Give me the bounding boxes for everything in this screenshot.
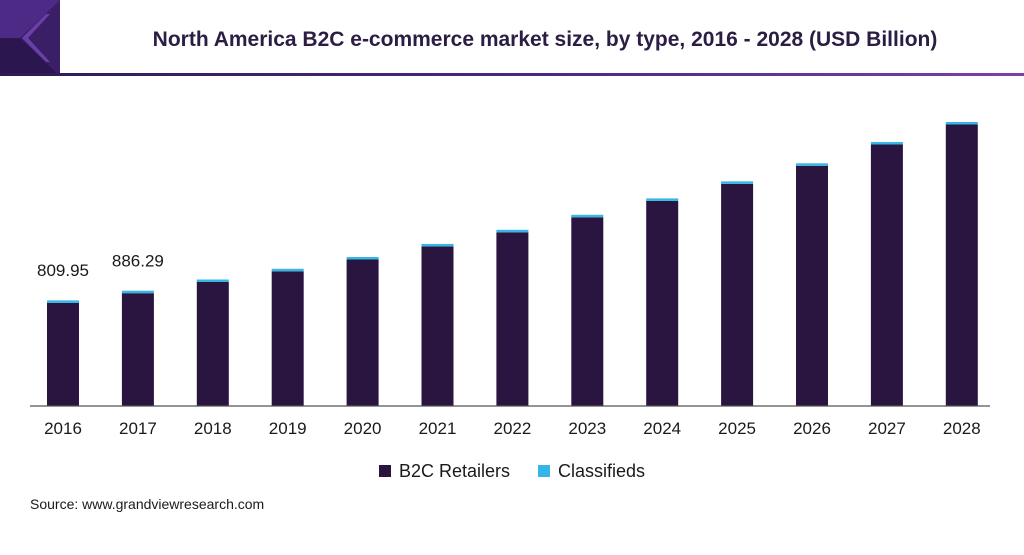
x-tick-label-2016: 2016 (44, 419, 82, 438)
x-tick-label-2021: 2021 (419, 419, 457, 438)
x-tick-label-2020: 2020 (344, 419, 382, 438)
legend-item-classifieds: Classifieds (538, 461, 645, 482)
bar-classifieds-2021 (421, 243, 454, 247)
bar-classifieds-2023 (571, 214, 604, 218)
legend-item-b2c-retailers: B2C Retailers (378, 460, 510, 482)
x-tick-label-2028: 2028 (943, 419, 981, 438)
legend: B2C Retailers Classifieds (0, 458, 1024, 484)
bar-classifieds-2027 (870, 142, 903, 145)
brand-logo-icon (0, 0, 60, 76)
bar-classifieds-2022 (496, 229, 529, 233)
data-labels: 809.95 886.29 (37, 251, 164, 280)
bar-chart: 2016 2017 2018 2019 2020 2021 2022 2023 2024 2025… (30, 122, 990, 438)
chart-title: North America B2C e-commerce market size… (152, 28, 938, 51)
bar-classifieds-2024 (646, 198, 679, 201)
bar-b2c-retailers-2021 (421, 246, 454, 406)
legend-label-b2c-retailers: B2C Retailers (398, 460, 510, 481)
x-tick-label-2019: 2019 (269, 419, 307, 438)
bar-classifieds-2025 (721, 181, 754, 184)
bar-classifieds-2020 (346, 257, 379, 260)
bar-classifieds-2026 (796, 163, 828, 166)
bar-b2c-retailers-2025 (721, 183, 754, 406)
bar-b2c-retailers-2022 (496, 232, 529, 406)
x-tick-label-2018: 2018 (194, 419, 232, 438)
x-tick-label-2027: 2027 (868, 419, 906, 438)
x-tick-label-2022: 2022 (493, 419, 531, 438)
x-tick-label-2023: 2023 (568, 419, 606, 438)
data-label-2017: 886.29 (112, 251, 164, 270)
source-note: Source: www.grandviewresearch.com (30, 496, 265, 512)
x-tick-label-2026: 2026 (793, 419, 831, 438)
legend-swatch-b2c-retailers (378, 465, 391, 477)
legend-swatch-classifieds (538, 465, 550, 477)
header-divider (0, 73, 1024, 76)
chart-header: North America B2C e-commerce market size… (0, 0, 1024, 80)
x-tick-labels: 2016 2017 2018 2019 2020 2021 2022 2023 2024 2025… (44, 419, 981, 438)
bar-classifieds-2018 (196, 279, 229, 282)
bar-b2c-retailers-2024 (646, 200, 679, 406)
data-label-2016: 809.95 (37, 261, 89, 280)
x-tick-label-2025: 2025 (718, 419, 756, 438)
bar-b2c-retailers-2018 (196, 282, 229, 406)
bars-layer (47, 122, 978, 406)
bar-b2c-retailers-2023 (571, 217, 604, 406)
bar-b2c-retailers-2017 (121, 293, 154, 406)
bar-classifieds-2017 (121, 290, 154, 294)
bar-b2c-retailers-2027 (870, 144, 903, 406)
x-tick-label-2017: 2017 (119, 419, 157, 438)
bar-b2c-retailers-2026 (796, 165, 828, 406)
bar-classifieds-2016 (47, 300, 79, 303)
bar-b2c-retailers-2028 (945, 124, 978, 406)
bar-classifieds-2019 (271, 268, 304, 272)
bar-b2c-retailers-2016 (47, 302, 79, 406)
bar-b2c-retailers-2019 (271, 271, 304, 406)
bar-classifieds-2028 (945, 122, 978, 125)
x-tick-label-2024: 2024 (643, 419, 681, 438)
legend-label-classifieds: Classifieds (558, 460, 646, 481)
bar-b2c-retailers-2020 (346, 259, 379, 406)
